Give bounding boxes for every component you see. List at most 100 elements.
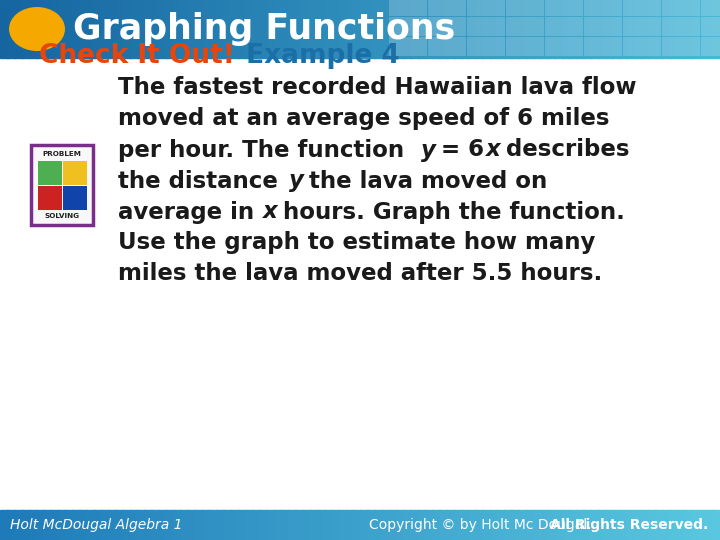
Bar xyxy=(569,510,577,540)
Bar xyxy=(36,510,44,540)
Bar xyxy=(317,0,325,58)
Bar xyxy=(22,0,30,58)
Bar xyxy=(245,510,253,540)
Bar xyxy=(94,0,102,58)
Bar xyxy=(562,0,570,58)
Bar xyxy=(346,0,354,58)
FancyBboxPatch shape xyxy=(506,37,544,56)
Bar xyxy=(14,510,22,540)
Bar xyxy=(86,510,94,540)
Bar xyxy=(151,510,159,540)
Bar xyxy=(482,510,490,540)
Bar xyxy=(403,510,411,540)
FancyBboxPatch shape xyxy=(467,0,505,16)
Bar xyxy=(158,0,166,58)
Bar xyxy=(698,510,706,540)
Bar xyxy=(202,0,210,58)
Bar xyxy=(31,145,93,225)
Text: = 6: = 6 xyxy=(433,138,484,161)
Text: the distance: the distance xyxy=(118,170,286,192)
Bar xyxy=(310,510,318,540)
Text: SOLVING: SOLVING xyxy=(45,213,80,219)
Text: Holt McDougal Algebra 1: Holt McDougal Algebra 1 xyxy=(10,518,182,532)
Bar xyxy=(605,0,613,58)
FancyBboxPatch shape xyxy=(389,37,427,56)
Bar xyxy=(338,510,346,540)
Text: Check It Out!: Check It Out! xyxy=(39,43,235,69)
Bar xyxy=(446,510,454,540)
Bar xyxy=(670,510,678,540)
Bar xyxy=(274,510,282,540)
Bar xyxy=(670,0,678,58)
Text: Graphing Functions: Graphing Functions xyxy=(73,12,455,46)
Bar xyxy=(662,510,670,540)
Text: Example 4: Example 4 xyxy=(237,43,400,69)
Bar xyxy=(554,0,562,58)
Bar xyxy=(295,0,303,58)
Bar xyxy=(648,510,656,540)
Bar xyxy=(389,0,397,58)
Bar xyxy=(540,510,548,540)
Bar xyxy=(418,510,426,540)
Bar xyxy=(324,510,332,540)
Bar xyxy=(302,0,310,58)
Bar xyxy=(425,510,433,540)
Bar xyxy=(475,510,483,540)
Text: describes: describes xyxy=(498,138,629,161)
Text: x: x xyxy=(486,138,500,161)
Bar xyxy=(698,0,706,58)
Bar xyxy=(115,0,123,58)
Bar xyxy=(108,0,116,58)
Bar xyxy=(194,510,202,540)
Bar xyxy=(619,510,627,540)
Bar xyxy=(533,0,541,58)
Bar xyxy=(706,0,714,58)
Bar xyxy=(547,0,555,58)
Bar xyxy=(238,0,246,58)
Bar xyxy=(295,510,303,540)
FancyBboxPatch shape xyxy=(389,0,427,16)
Bar xyxy=(144,510,152,540)
Bar xyxy=(230,510,238,540)
Bar xyxy=(36,0,44,58)
Bar xyxy=(677,510,685,540)
Bar xyxy=(158,510,166,540)
Bar xyxy=(0,0,8,58)
Bar xyxy=(468,510,476,540)
Bar xyxy=(338,0,346,58)
Bar xyxy=(410,0,418,58)
FancyBboxPatch shape xyxy=(623,17,661,36)
Text: the lava moved on: the lava moved on xyxy=(301,170,547,192)
Bar xyxy=(65,0,73,58)
Bar xyxy=(216,0,224,58)
Bar xyxy=(58,510,66,540)
Bar xyxy=(331,0,339,58)
Bar xyxy=(684,510,692,540)
FancyBboxPatch shape xyxy=(506,17,544,36)
Bar xyxy=(29,510,37,540)
Bar xyxy=(677,0,685,58)
FancyBboxPatch shape xyxy=(701,17,720,36)
Bar xyxy=(252,0,260,58)
Bar xyxy=(353,0,361,58)
Bar xyxy=(526,0,534,58)
Bar xyxy=(612,510,620,540)
Bar xyxy=(655,0,663,58)
Bar xyxy=(63,186,86,210)
Bar xyxy=(122,510,130,540)
Bar xyxy=(230,0,238,58)
FancyBboxPatch shape xyxy=(584,37,622,56)
Bar xyxy=(598,0,606,58)
Bar xyxy=(382,510,390,540)
Bar xyxy=(7,0,15,58)
Bar xyxy=(274,0,282,58)
Bar xyxy=(360,0,368,58)
Bar xyxy=(137,510,145,540)
Bar xyxy=(259,510,267,540)
Bar xyxy=(79,510,87,540)
Bar xyxy=(72,0,80,58)
Bar xyxy=(662,0,670,58)
Bar xyxy=(223,510,231,540)
Bar xyxy=(166,510,174,540)
Bar xyxy=(418,0,426,58)
